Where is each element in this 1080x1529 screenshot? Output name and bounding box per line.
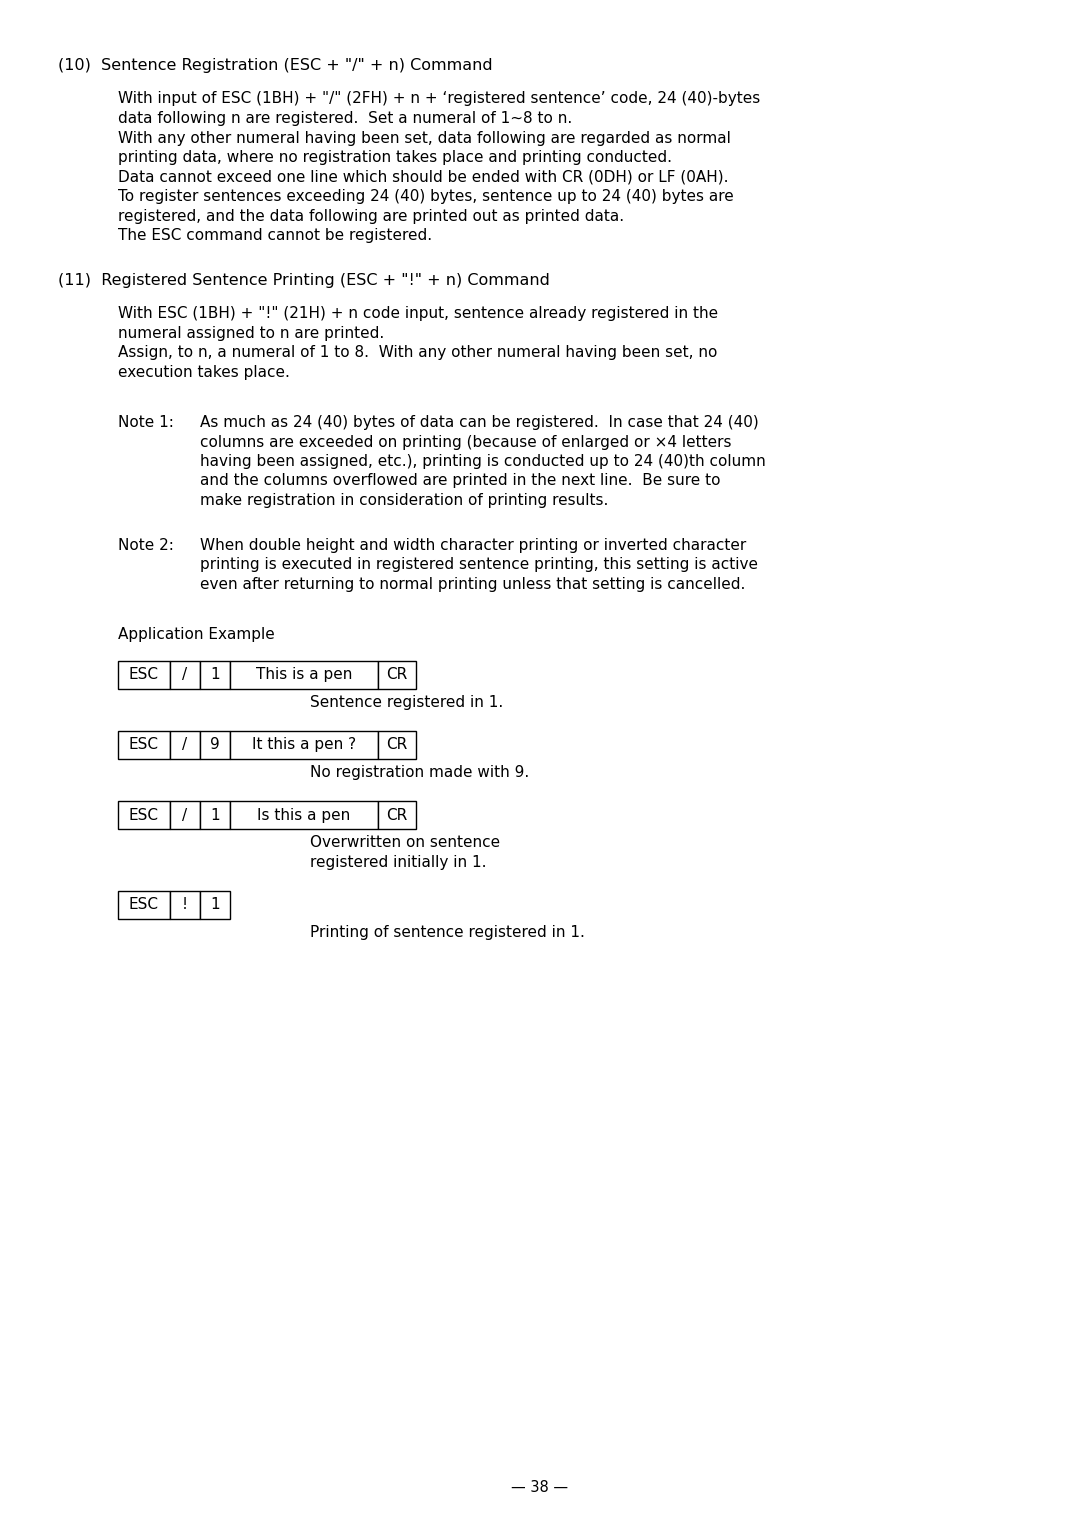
Text: 9: 9 bbox=[211, 737, 220, 752]
Bar bbox=[118, 661, 170, 688]
Text: When double height and width character printing or inverted character: When double height and width character p… bbox=[200, 538, 746, 552]
Text: registered initially in 1.: registered initially in 1. bbox=[310, 855, 486, 870]
Bar bbox=[230, 661, 378, 688]
Text: Note 2:: Note 2: bbox=[118, 538, 174, 552]
Text: data following n are registered.  Set a numeral of 1~8 to n.: data following n are registered. Set a n… bbox=[118, 112, 572, 125]
Text: With input of ESC (1BH) + "/" (2FH) + n + ‘registered sentence’ code, 24 (40)-by: With input of ESC (1BH) + "/" (2FH) + n … bbox=[118, 92, 760, 107]
Text: and the columns overflowed are printed in the next line.  Be sure to: and the columns overflowed are printed i… bbox=[200, 474, 720, 488]
Text: ESC: ESC bbox=[129, 667, 159, 682]
Text: With ESC (1BH) + "!" (21H) + n code input, sentence already registered in the: With ESC (1BH) + "!" (21H) + n code inpu… bbox=[118, 306, 718, 321]
Text: numeral assigned to n are printed.: numeral assigned to n are printed. bbox=[118, 326, 384, 341]
Text: Sentence registered in 1.: Sentence registered in 1. bbox=[310, 694, 503, 709]
Text: 1: 1 bbox=[211, 807, 220, 823]
Text: /: / bbox=[183, 667, 188, 682]
Bar bbox=[378, 801, 416, 829]
Text: make registration in consideration of printing results.: make registration in consideration of pr… bbox=[200, 492, 608, 508]
Bar bbox=[230, 801, 378, 829]
Text: CR: CR bbox=[387, 807, 407, 823]
Bar bbox=[170, 731, 200, 758]
Text: Is this a pen: Is this a pen bbox=[257, 807, 351, 823]
Text: execution takes place.: execution takes place. bbox=[118, 365, 289, 379]
Text: It this a pen ?: It this a pen ? bbox=[252, 737, 356, 752]
Bar bbox=[378, 731, 416, 758]
Text: This is a pen: This is a pen bbox=[256, 667, 352, 682]
Text: To register sentences exceeding 24 (40) bytes, sentence up to 24 (40) bytes are: To register sentences exceeding 24 (40) … bbox=[118, 190, 733, 203]
Text: printing is executed in registered sentence printing, this setting is active: printing is executed in registered sente… bbox=[200, 557, 758, 572]
Bar bbox=[170, 801, 200, 829]
Text: /: / bbox=[183, 737, 188, 752]
Bar bbox=[200, 891, 230, 919]
Text: Note 1:: Note 1: bbox=[118, 414, 174, 430]
Text: 1: 1 bbox=[211, 898, 220, 913]
Text: CR: CR bbox=[387, 737, 407, 752]
Bar bbox=[118, 731, 170, 758]
Text: having been assigned, etc.), printing is conducted up to 24 (40)th column: having been assigned, etc.), printing is… bbox=[200, 454, 766, 469]
Text: columns are exceeded on printing (because of enlarged or ×4 letters: columns are exceeded on printing (becaus… bbox=[200, 434, 731, 450]
Text: Assign, to n, a numeral of 1 to 8.  With any other numeral having been set, no: Assign, to n, a numeral of 1 to 8. With … bbox=[118, 346, 717, 361]
Text: Overwritten on sentence: Overwritten on sentence bbox=[310, 835, 500, 850]
Bar bbox=[200, 731, 230, 758]
Text: (10)  Sentence Registration (ESC + "/" + n) Command: (10) Sentence Registration (ESC + "/" + … bbox=[58, 58, 492, 73]
Text: registered, and the data following are printed out as printed data.: registered, and the data following are p… bbox=[118, 208, 624, 223]
Bar bbox=[118, 801, 170, 829]
Text: With any other numeral having been set, data following are regarded as normal: With any other numeral having been set, … bbox=[118, 130, 731, 145]
Text: (11)  Registered Sentence Printing (ESC + "!" + n) Command: (11) Registered Sentence Printing (ESC +… bbox=[58, 272, 550, 287]
Text: printing data, where no registration takes place and printing conducted.: printing data, where no registration tak… bbox=[118, 150, 672, 165]
Text: /: / bbox=[183, 807, 188, 823]
Text: 1: 1 bbox=[211, 667, 220, 682]
Text: Printing of sentence registered in 1.: Printing of sentence registered in 1. bbox=[310, 925, 585, 940]
Text: The ESC command cannot be registered.: The ESC command cannot be registered. bbox=[118, 228, 432, 243]
Bar bbox=[118, 891, 170, 919]
Bar bbox=[200, 661, 230, 688]
Bar bbox=[170, 661, 200, 688]
Bar bbox=[230, 731, 378, 758]
Bar bbox=[378, 661, 416, 688]
Text: Application Example: Application Example bbox=[118, 627, 274, 642]
Text: ESC: ESC bbox=[129, 807, 159, 823]
Text: No registration made with 9.: No registration made with 9. bbox=[310, 764, 529, 780]
Bar bbox=[200, 801, 230, 829]
Text: ESC: ESC bbox=[129, 737, 159, 752]
Text: As much as 24 (40) bytes of data can be registered.  In case that 24 (40): As much as 24 (40) bytes of data can be … bbox=[200, 414, 759, 430]
Text: !: ! bbox=[183, 898, 188, 913]
Bar bbox=[170, 891, 200, 919]
Text: — 38 —: — 38 — bbox=[512, 1480, 568, 1494]
Text: even after returning to normal printing unless that setting is cancelled.: even after returning to normal printing … bbox=[200, 576, 745, 592]
Text: ESC: ESC bbox=[129, 898, 159, 913]
Text: CR: CR bbox=[387, 667, 407, 682]
Text: Data cannot exceed one line which should be ended with CR (0DH) or LF (0AH).: Data cannot exceed one line which should… bbox=[118, 170, 729, 185]
